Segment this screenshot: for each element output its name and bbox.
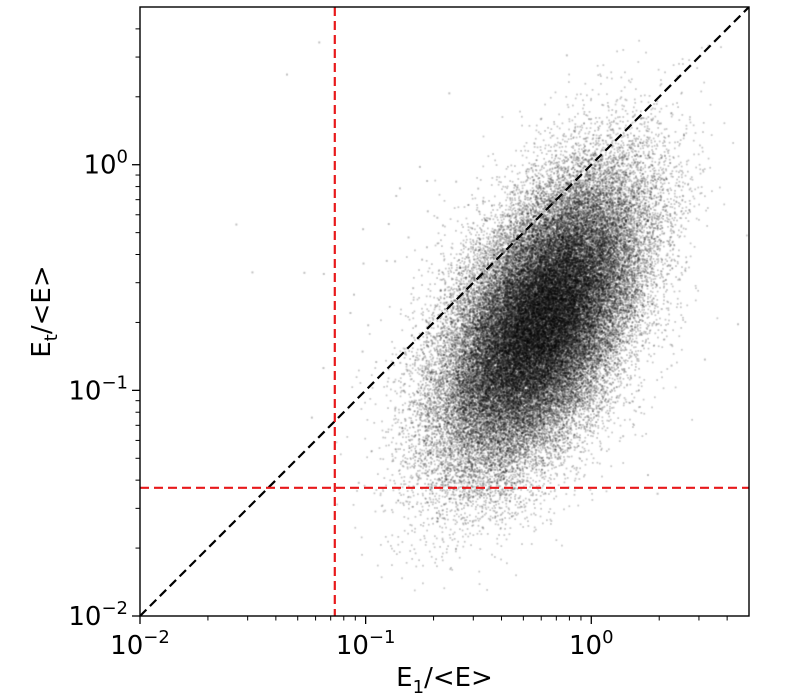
y-tick-label: 10−2 bbox=[68, 598, 128, 632]
x-tick-label: 10−1 bbox=[336, 627, 396, 661]
y-axis-label: Et/<E> bbox=[27, 265, 62, 357]
diagonal-reference-line bbox=[140, 7, 749, 616]
y-axis-label-base: E bbox=[27, 341, 57, 357]
y-tick-label: 100 bbox=[83, 147, 128, 181]
y-tick-label: 10−1 bbox=[68, 372, 128, 406]
y-axis-label-sub: t bbox=[41, 334, 62, 341]
ticks-layer: 10−2 10−1 100 10−2 10−1 100 bbox=[68, 28, 728, 661]
x-tick-label: 10−2 bbox=[110, 627, 170, 661]
x-axis-label-sub: 1 bbox=[413, 677, 424, 698]
x-tick-label: 100 bbox=[569, 627, 614, 661]
reference-lines-layer bbox=[140, 7, 749, 616]
x-axis-label: E1/<E> bbox=[396, 663, 493, 698]
x-axis-label-rest: /<E> bbox=[424, 663, 493, 693]
y-axis-label-rest: /<E> bbox=[27, 265, 57, 334]
x-axis-label-base: E bbox=[396, 663, 412, 693]
plot-frame bbox=[139, 6, 750, 617]
